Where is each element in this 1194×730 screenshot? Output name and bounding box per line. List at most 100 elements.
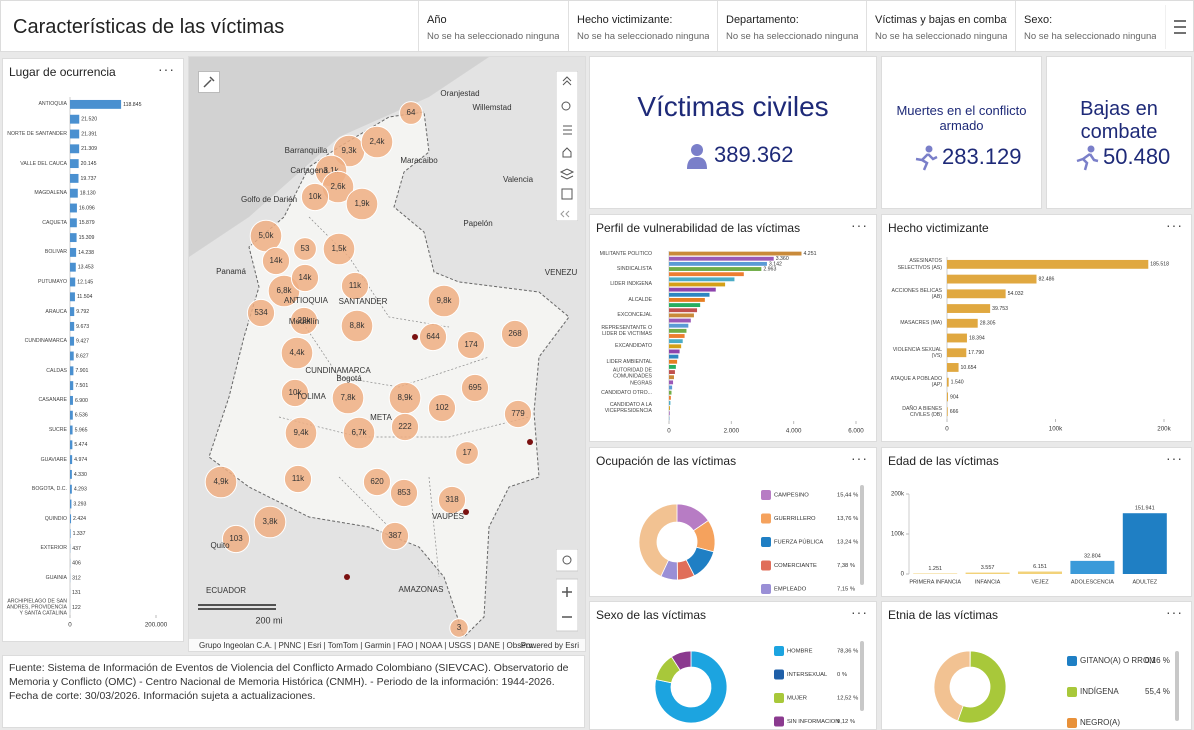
cluster-bubble (331, 381, 365, 415)
value-label: 904 (950, 394, 959, 400)
bar (70, 351, 74, 361)
category-label: BOLIVAR (44, 249, 67, 256)
legend-value: 15,44 % (837, 493, 858, 499)
chart-title: Etnia de las víctimas (888, 608, 999, 622)
cluster-label: 11k (349, 281, 362, 290)
bar (965, 572, 1010, 574)
bar (669, 364, 676, 369)
legend-swatch (774, 716, 784, 727)
cluster-label: 174 (464, 340, 478, 349)
filter[interactable]: Año No se ha seleccionado ninguna cate... (418, 1, 567, 51)
place-label: VENEZU (545, 268, 578, 277)
header: Características de las víctimas Año No se… (0, 0, 1194, 52)
category-label: GUAINIA (45, 574, 67, 581)
cluster-label: 268 (508, 329, 522, 338)
place-label: Quito (210, 541, 230, 550)
x-tick-label: ADULTEZ (1132, 579, 1157, 585)
x-tick-label: 100k (1049, 426, 1063, 433)
tool-button[interactable] (198, 71, 220, 93)
legend-label: SIN INFORMACION (787, 719, 840, 725)
value-label: 7.901 (75, 368, 88, 374)
value-label: 11.504 (77, 294, 93, 300)
cluster-label: 5,0k (258, 231, 274, 240)
y-tick-label: 100k (891, 532, 905, 538)
bar (669, 395, 671, 400)
bar (1070, 560, 1115, 574)
more-button[interactable]: ··· (851, 604, 868, 620)
map[interactable]: 64 9,3k 2,4k 3,1k 2,6k 10k 1,9k 5,0k 53 14k 1,5k 6,… (188, 56, 586, 652)
more-button[interactable]: ··· (851, 450, 868, 466)
cluster-label: 318 (445, 495, 459, 504)
place-label: ANTIOQUIA (284, 296, 329, 305)
cluster-label: 6,7k (351, 428, 367, 437)
bar (70, 514, 72, 524)
filter[interactable]: Departamento: No se ha seleccionado ningu… (717, 1, 866, 51)
value-label: 6.900 (75, 398, 88, 404)
zoom-controls[interactable] (556, 549, 578, 633)
cluster-label: 3,1k (323, 166, 339, 175)
cluster-bubble (455, 441, 479, 465)
kpi-value: 50.480 (1103, 144, 1171, 169)
more-button[interactable]: ··· (1166, 217, 1183, 233)
bar (70, 499, 72, 509)
bar (70, 395, 73, 405)
map-toolbar[interactable] (556, 71, 578, 221)
bar (669, 303, 701, 308)
value-label: 2.424 (73, 516, 86, 522)
bar (1122, 513, 1167, 574)
more-button[interactable]: ··· (158, 61, 175, 77)
legend-swatch (761, 490, 771, 500)
cluster-label: 9,4k (293, 428, 309, 437)
value-label: 185.518 (1150, 262, 1169, 268)
cluster-bubble (437, 485, 467, 515)
more-button[interactable]: ··· (1166, 604, 1183, 620)
bar (70, 484, 72, 494)
cluster-bubble (280, 378, 310, 408)
chart-title: Ocupación de las víctimas (596, 454, 737, 468)
bar (669, 282, 726, 287)
cluster-label: 3 (457, 623, 462, 632)
value-label: 118.845 (123, 102, 141, 108)
event-point (412, 334, 418, 340)
chart-title: Hecho victimizante (888, 221, 989, 235)
category-label: ACCIONES BELICAS (AB) (891, 287, 942, 300)
more-button[interactable]: ··· (851, 217, 868, 233)
menu-button[interactable] (1165, 1, 1194, 52)
x-tick-label: VEJEZ (1031, 579, 1049, 585)
filter[interactable]: Sexo: No se ha seleccionado ninguna cate.… (1015, 1, 1164, 51)
bar (70, 321, 75, 331)
cluster-label: 695 (468, 383, 482, 392)
legend-label: INTERSEXUAL (787, 672, 828, 678)
bar (669, 323, 689, 328)
category-label: MASACRES (MA) (900, 320, 942, 327)
bar (947, 289, 1006, 299)
donut-rest (638, 503, 678, 577)
value-label: 122 (72, 605, 81, 611)
cluster-label: 644 (426, 332, 440, 341)
y-tick-label: 200k (891, 492, 905, 498)
cluster-bubble (293, 237, 317, 261)
legend-swatch (774, 669, 784, 680)
value-label: 3.142 (769, 261, 782, 267)
category-label: CUNDINAMARCA (24, 338, 67, 345)
x-tick-label: 200.000 (145, 622, 168, 629)
value-label: 6.151 (1033, 564, 1047, 570)
legend-label: MUJER (787, 696, 807, 702)
filter[interactable]: Hecho victimizante: No se ha seleccionado… (568, 1, 717, 51)
value-label: 15.879 (79, 220, 95, 226)
filter-label: Víctimas y bajas en combate: (875, 14, 1007, 26)
kpi-icon (1076, 145, 1099, 171)
more-button[interactable]: ··· (1166, 450, 1183, 466)
value-label: 39.753 (992, 306, 1008, 312)
cluster-label: 9,3k (341, 146, 357, 155)
legend-label: GITANO(A) O RROM (1080, 656, 1156, 665)
filter[interactable]: Víctimas y bajas en combate: No se ha sel… (866, 1, 1015, 51)
bar (669, 287, 716, 292)
cluster-bubble (345, 187, 379, 221)
value-label: 17.790 (968, 350, 984, 356)
value-label: 20.145 (81, 161, 97, 167)
bar (947, 274, 1037, 284)
